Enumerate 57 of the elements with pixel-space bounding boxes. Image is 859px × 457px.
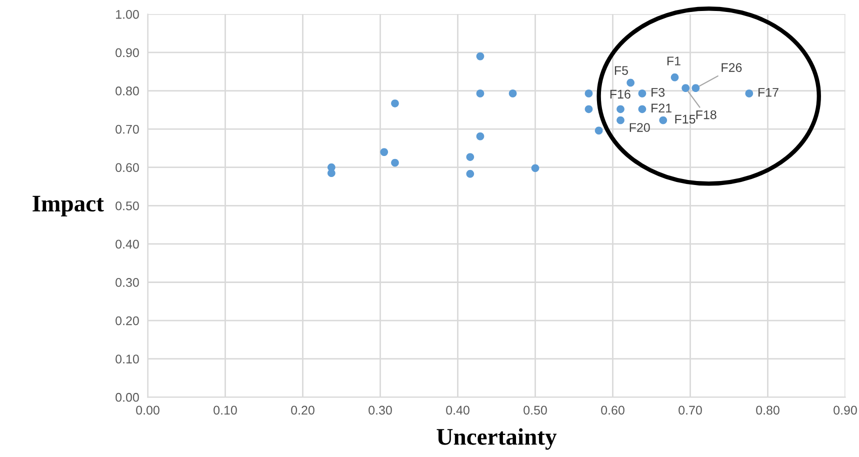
point [391, 99, 399, 108]
point [682, 84, 690, 92]
x-tick-label: 0.50 [524, 406, 547, 415]
y-tick-label: 0.80 [116, 86, 139, 96]
y-tick-label: 0.40 [116, 240, 139, 249]
point [638, 105, 646, 114]
point [616, 105, 624, 114]
x-tick-label: 0.00 [136, 406, 160, 415]
x-tick-label: 0.80 [756, 406, 780, 415]
x-axis-title: Uncertainty [436, 428, 557, 450]
point [476, 52, 484, 60]
point [380, 148, 388, 156]
point [327, 169, 336, 178]
point [391, 158, 399, 167]
point [594, 126, 603, 135]
data-label: F1 [667, 56, 680, 66]
point [659, 116, 668, 124]
point [508, 90, 517, 98]
point [466, 153, 474, 161]
y-tick-label: 0.10 [116, 354, 139, 364]
x-tick-label: 0.30 [368, 406, 392, 415]
y-tick-label: 1.00 [116, 10, 139, 19]
y-axis-title: Impact [32, 196, 104, 216]
point [531, 164, 540, 172]
x-tick-label: 0.90 [834, 406, 857, 415]
y-tick-label: 0.60 [116, 163, 139, 172]
data-label: F18 [696, 110, 716, 120]
point [745, 90, 754, 98]
data-label: F3 [652, 88, 665, 97]
y-tick-label: 0.20 [116, 316, 139, 326]
x-tick-label: 0.70 [678, 406, 702, 415]
data-label: F15 [675, 114, 696, 124]
data-label: F26 [722, 63, 742, 72]
point [616, 116, 624, 124]
data-label: F17 [758, 88, 778, 97]
point [476, 132, 484, 140]
point [584, 105, 593, 114]
y-tick-label: 0.30 [116, 278, 139, 287]
x-tick-label: 0.10 [214, 406, 237, 415]
y-tick-label: 0.90 [116, 48, 139, 58]
data-label: F20 [630, 123, 650, 132]
x-tick-label: 0.60 [601, 406, 624, 415]
point [466, 170, 474, 178]
point [670, 73, 679, 82]
point [692, 84, 700, 92]
y-tick-label: 0.50 [116, 201, 139, 210]
y-tick-label: 0.70 [116, 124, 139, 134]
point [476, 90, 484, 98]
x-tick-label: 0.40 [446, 406, 470, 415]
data-label: F5 [614, 66, 628, 75]
data-label: F16 [610, 90, 630, 99]
data-label: F21 [652, 104, 672, 112]
point [638, 90, 646, 98]
x-tick-label: 0.20 [291, 406, 314, 415]
point [584, 90, 593, 98]
point [626, 78, 635, 87]
y-tick-label: 0.00 [116, 392, 139, 402]
